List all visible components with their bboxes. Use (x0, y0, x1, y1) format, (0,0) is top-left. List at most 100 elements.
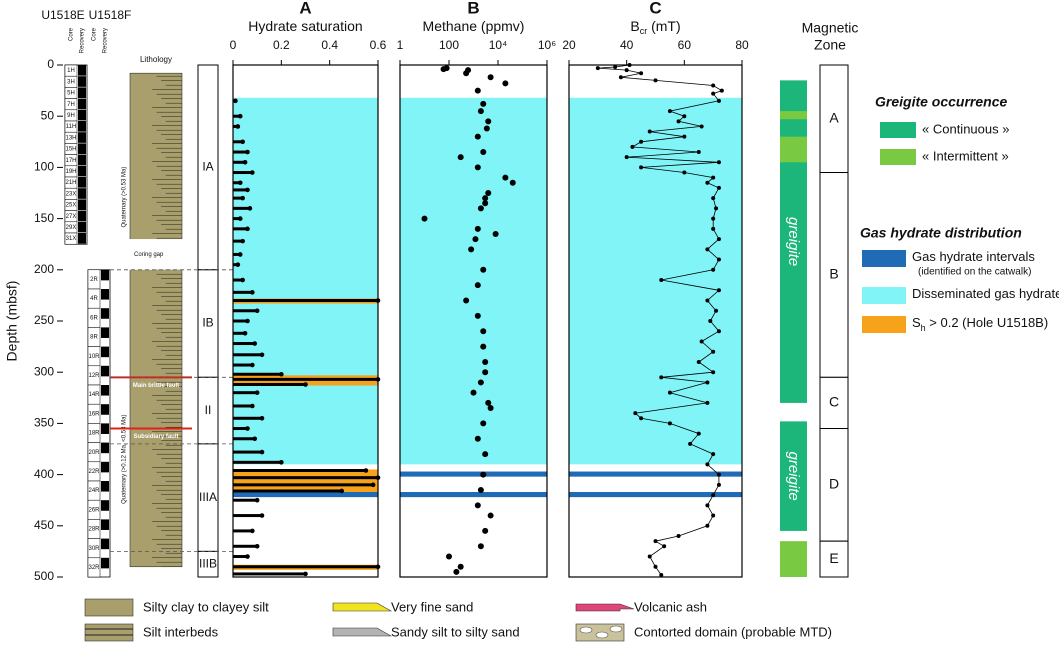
saturation-point (245, 318, 250, 324)
hole-name: U1518E (41, 8, 84, 22)
core-box (87, 557, 101, 578)
saturation-bar (233, 206, 250, 210)
greigite-label: greigite (785, 452, 802, 501)
legend-text: Disseminated gas hydrate (912, 286, 1059, 301)
hydrate-band (569, 97, 742, 465)
saturation-bar (233, 239, 243, 243)
core-label: 11H (66, 124, 77, 130)
axis-title: Depth (mbsf) (4, 281, 20, 362)
saturation-point (245, 149, 250, 155)
data-point (487, 405, 494, 412)
saturation-point (235, 124, 241, 129)
saturation-bar (233, 416, 262, 420)
recovery (101, 365, 109, 377)
saturation-bar (233, 489, 342, 493)
saturation-bar (233, 319, 248, 323)
data-point (711, 216, 716, 221)
legend-label: Gas hydrate intervals (912, 249, 1035, 264)
core-label: 17H (65, 158, 76, 164)
saturation-bar (233, 476, 378, 480)
data-point (653, 539, 658, 544)
saturation-point (233, 98, 238, 104)
saturation-point (240, 139, 245, 145)
data-point (716, 257, 721, 262)
legend-label: Silty clay to clayey silt (143, 599, 269, 614)
data-point (477, 486, 484, 493)
legend-icon (84, 598, 134, 617)
recovery (101, 500, 109, 511)
saturation-point (245, 226, 250, 232)
y-tick-label: 400 (34, 467, 54, 481)
core-label: 23X (66, 191, 77, 197)
data-point (659, 572, 664, 577)
data-point (714, 206, 719, 211)
core-label: 7H (67, 102, 75, 108)
y-tick-label: 0 (47, 57, 54, 71)
saturation-point (370, 482, 376, 488)
hydrate-band (233, 97, 378, 465)
panel-title: Bcr (mT) (630, 18, 680, 37)
data-point (480, 149, 487, 156)
saturation-point (237, 216, 243, 221)
x-tick-label: 1 (397, 38, 404, 52)
title-text: Methane (ppmv) (423, 18, 525, 34)
data-point (711, 349, 716, 354)
saturation-point (240, 238, 245, 244)
legend-icon (332, 627, 393, 637)
saturation-bar (233, 382, 306, 386)
recovery (101, 481, 109, 492)
saturation-point (279, 371, 284, 377)
legend-label: Sh > 0.2 (Hole U1518B) (912, 315, 1048, 333)
saturation-point (250, 528, 255, 534)
data-point (472, 236, 479, 243)
legend-swatch (880, 122, 916, 138)
x-tick-label: 40 (620, 38, 634, 52)
data-point (487, 512, 494, 519)
core-label: 2R (90, 277, 98, 283)
recovery (78, 65, 86, 76)
legend-label: Contorted domain (probable MTD) (634, 624, 832, 639)
data-point (468, 246, 475, 253)
core-label: 6R (90, 315, 98, 321)
data-point (647, 554, 652, 559)
data-point (659, 278, 664, 283)
data-point (647, 129, 652, 134)
saturation-bar (233, 227, 248, 231)
core-label: 22R (88, 469, 100, 475)
saturation-bar (233, 483, 374, 487)
recovery (78, 210, 86, 222)
data-point (463, 297, 470, 304)
saturation-bar (233, 391, 258, 395)
saturation-point (237, 113, 243, 119)
legend-label: Silt interbeds (143, 624, 219, 639)
data-point (659, 375, 664, 380)
data-point (477, 108, 484, 115)
x-tick-label: 10⁴ (489, 38, 508, 52)
data-point (711, 267, 716, 272)
y-tick-label: 100 (34, 160, 54, 174)
core-label: 19H (65, 169, 76, 175)
saturation-bar (233, 565, 378, 569)
core-label: 20R (88, 450, 100, 456)
legend-swatch (862, 250, 906, 267)
saturation-point (252, 436, 258, 442)
panel-frame (232, 64, 379, 578)
y-tick-label: 250 (34, 313, 54, 327)
data-point (595, 66, 600, 71)
data-point (716, 185, 721, 190)
coring-gap-label: Coring gap (134, 252, 164, 258)
core-label: 31X (66, 236, 77, 242)
data-point (482, 527, 489, 534)
saturation-bar (233, 114, 241, 118)
data-point (711, 513, 716, 518)
core-label: 21H (65, 180, 76, 186)
saturation-point (259, 352, 265, 358)
data-point (711, 370, 716, 375)
core-label: 29X (66, 225, 77, 231)
data-point (716, 329, 721, 334)
panel-letter: A (299, 0, 311, 17)
data-point (421, 215, 428, 222)
panel-title: Methane (ppmv) (423, 18, 525, 34)
fault-label: Main brittle fault (133, 383, 179, 389)
data-point (482, 451, 489, 458)
